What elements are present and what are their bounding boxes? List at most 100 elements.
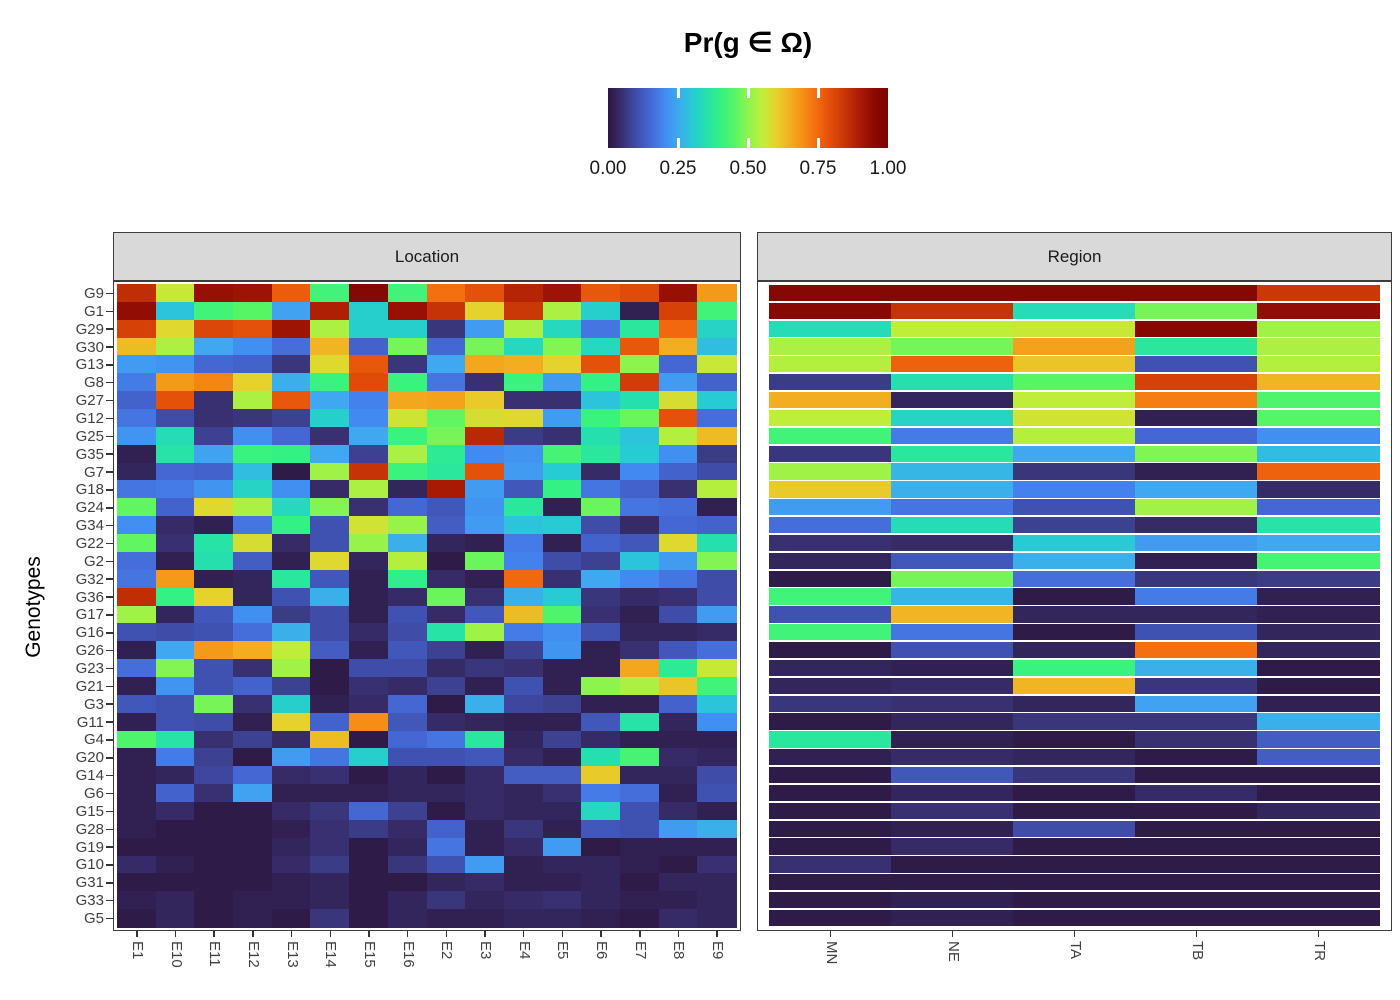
heatmap-cell [233,534,273,553]
heatmap-cell [619,712,660,732]
heatmap-cell [1135,820,1258,837]
heatmap-cell [271,909,312,928]
heatmap-cell [117,837,157,857]
x-axis-label: E13 [283,941,301,968]
y-axis-tick [106,614,113,616]
heatmap-cell [349,605,389,625]
heatmap-cell [387,801,428,821]
heatmap-cell [387,784,428,803]
x-axis-label: E5 [554,941,572,960]
heatmap-cell [117,605,157,625]
heatmap-cell [891,588,1014,605]
heatmap-cell [117,891,157,910]
y-axis-label: G9 [83,284,104,302]
colorbar-tick-label: 1.00 [869,158,907,179]
heatmap-cell [1013,570,1136,587]
heatmap-cell [349,301,389,321]
heatmap-cell [155,730,196,750]
heatmap-cell [426,426,466,446]
heatmap-cell [658,909,698,928]
heatmap-cell [271,534,312,553]
heatmap-cell [349,873,389,892]
heatmap-cell [387,748,428,767]
heatmap-cell [891,838,1014,855]
heatmap-cell [194,569,234,589]
heatmap-cell [465,801,505,821]
y-axis-tick [106,632,113,634]
heatmap-cell [1135,516,1258,534]
heatmap-cell [581,498,621,517]
heatmap-cell [542,659,582,678]
x-axis-tick [1195,931,1198,937]
y-axis-tick [106,685,113,688]
heatmap-cell [542,766,582,785]
heatmap-cell [387,337,428,357]
heatmap-cell [426,391,466,410]
heatmap-cell [233,676,273,696]
heatmap-cell [233,694,273,714]
heatmap-cell [233,480,273,500]
heatmap-cell [426,373,466,392]
heatmap-cell [387,873,428,892]
heatmap-cell [1013,677,1136,694]
heatmap-cell [117,534,157,553]
heatmap-cell [503,569,544,589]
heatmap-cell [1257,767,1380,784]
heatmap-cell [387,623,428,642]
heatmap-cell [542,462,582,482]
heatmap-cell [619,551,660,571]
heatmap-cell [465,712,505,732]
heatmap-cell [349,587,389,607]
heatmap-cell [581,516,621,535]
heatmap-cell [310,784,350,803]
heatmap-cell [387,284,428,303]
heatmap-cell [233,801,273,821]
y-axis-label: G4 [83,731,104,749]
x-axis-tick [213,931,215,937]
heatmap-cell [1135,749,1258,766]
heatmap-cell [233,426,273,446]
heatmap-cell [271,605,312,625]
y-axis-label: G17 [75,606,104,624]
heatmap-cell [891,856,1014,873]
heatmap-cell [503,766,544,785]
x-axis-label: E14 [322,941,340,968]
heatmap-cell [1013,427,1136,444]
heatmap-cell [349,426,389,446]
heatmap-cell [581,301,621,321]
y-axis-tick [106,810,113,813]
x-axis-tick [716,931,718,937]
colorbar-tick-mark [746,88,750,98]
heatmap-cell [581,355,621,374]
heatmap-cell [310,391,350,410]
y-axis-label: G1 [83,302,104,320]
heatmap-cell [503,337,544,357]
heatmap-cell [1013,552,1136,569]
heatmap-cell [271,498,312,517]
y-axis-label: G24 [75,499,104,517]
heatmap-cell [310,551,350,571]
heatmap-cell [619,337,660,357]
y-axis-tick [106,524,113,527]
heatmap-cell [1135,499,1258,516]
heatmap-cell [658,801,698,821]
heatmap-cell [426,587,466,607]
heatmap-cell [465,641,505,660]
colorbar-tick-label: 0.50 [729,158,767,179]
heatmap-cell [1135,391,1258,409]
heatmap-cell [271,301,312,321]
heatmap-cell [619,355,660,374]
heatmap-cell [503,730,544,750]
heatmap-cell [658,498,698,517]
heatmap-cell [697,766,737,785]
heatmap-cell [310,694,350,714]
heatmap-cell [426,355,466,374]
heatmap-cell [1013,356,1136,373]
heatmap-cell [891,874,1014,891]
heatmap-cell [310,301,350,321]
heatmap-cell [465,605,505,625]
heatmap-cell [310,623,350,642]
heatmap-cell [658,409,698,428]
heatmap-cell [769,499,892,516]
